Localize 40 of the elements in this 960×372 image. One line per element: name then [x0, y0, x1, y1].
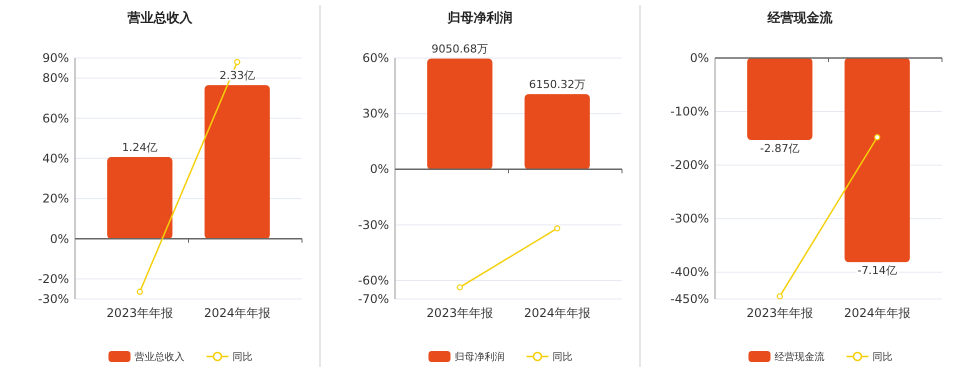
legend-label: 归母净利润: [454, 351, 504, 363]
x-tick-label: 2024年年报: [204, 306, 270, 320]
legend-label: 经营现金流: [774, 351, 824, 363]
y-tick-label: 0%: [370, 162, 389, 176]
data-label: 1.24亿: [122, 141, 158, 154]
chart-title: 归母净利润: [446, 10, 512, 26]
x-tick-label: 2023年年报: [106, 306, 174, 320]
y-tick-label: -400%: [670, 265, 709, 280]
y-tick-label: -100%: [670, 104, 709, 119]
y-tick-label: 0%: [690, 51, 709, 65]
y-tick-label: -70%: [358, 292, 389, 306]
y-tick-label: 0%: [50, 232, 69, 246]
y-tick-label: 20%: [42, 192, 69, 206]
y-tick-label: -30%: [358, 218, 389, 232]
legend-label: 同比: [872, 351, 892, 363]
legend-label: 同比: [232, 351, 252, 363]
data-label: 6150.32万: [528, 78, 586, 92]
data-label: -7.14亿: [857, 264, 897, 278]
x-tick-label: 2023年年报: [426, 306, 494, 320]
y-tick-label: -450%: [670, 292, 709, 306]
y-tick-label: 60%: [362, 51, 389, 65]
y-tick-label: 60%: [42, 111, 69, 126]
y-tick-label: 80%: [42, 71, 69, 86]
x-tick-label: 2024年年报: [844, 306, 910, 320]
data-label: 9050.68万: [432, 42, 488, 56]
legend-label: 营业总收入: [134, 351, 184, 363]
y-tick-label: 90%: [42, 51, 69, 65]
y-tick-label: -200%: [670, 158, 709, 172]
y-tick-label: -60%: [358, 273, 389, 288]
x-tick-label: 2023年年报: [746, 306, 814, 320]
y-tick-label: -20%: [38, 272, 69, 286]
y-tick-label: -300%: [670, 212, 709, 226]
chart-title: 经营现金流: [766, 10, 834, 26]
data-label: -2.87亿: [760, 142, 800, 156]
y-tick-label: 30%: [362, 106, 389, 121]
y-tick-label: 40%: [42, 151, 69, 166]
x-tick-label: 2024年年报: [524, 306, 590, 320]
y-tick-label: -30%: [38, 292, 69, 306]
chart-title: 营业总收入: [126, 10, 194, 26]
legend-label: 同比: [552, 351, 572, 363]
